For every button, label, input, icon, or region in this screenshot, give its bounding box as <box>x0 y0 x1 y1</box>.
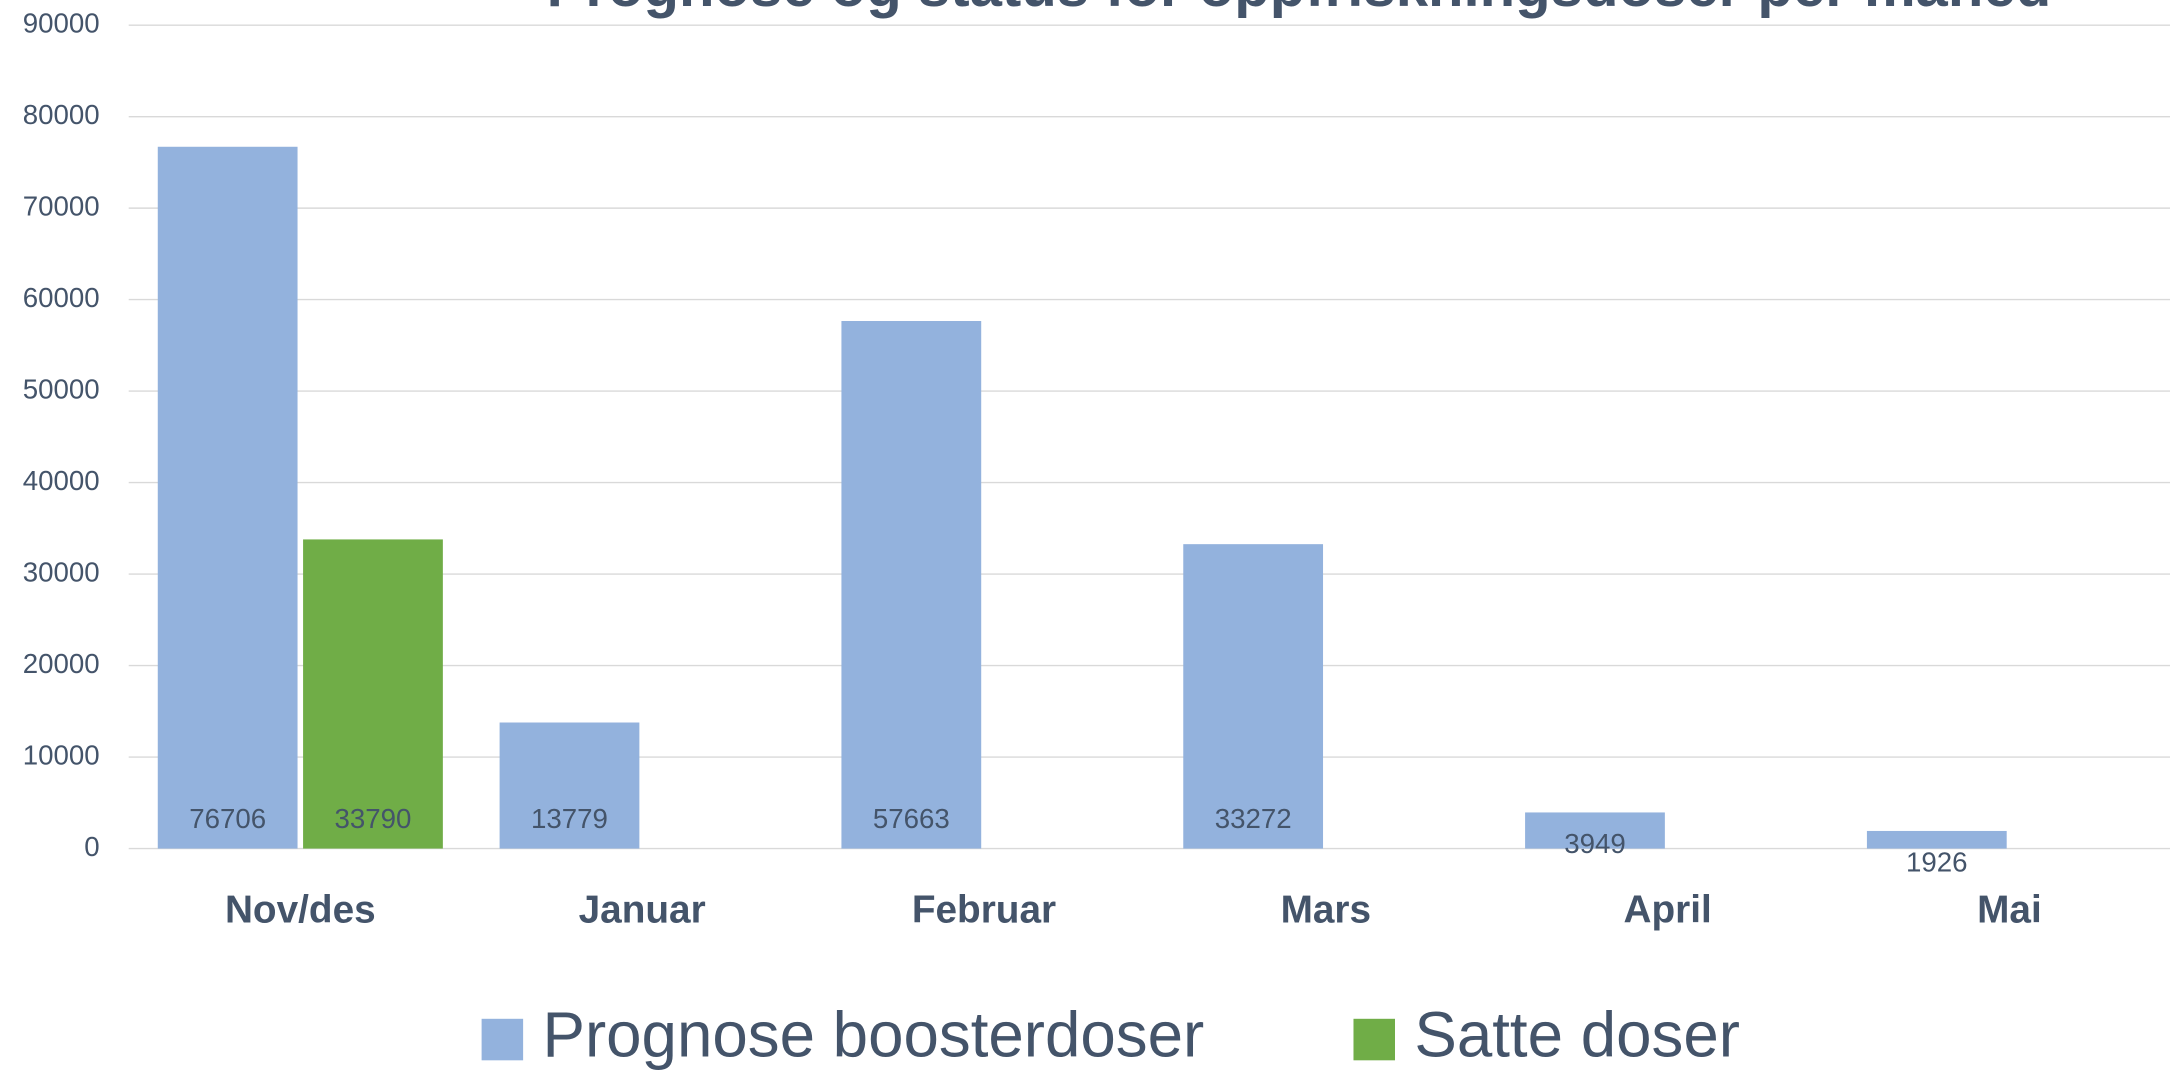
y-tick-label: 20000 <box>23 648 100 679</box>
data-label: 76706 <box>189 803 266 834</box>
legend-swatch <box>481 1018 524 1061</box>
data-label: 33272 <box>1215 803 1292 834</box>
x-tick-label: Mars <box>1281 888 1371 931</box>
x-tick-label: Mai <box>1977 888 2042 931</box>
y-tick-label: 30000 <box>23 556 100 587</box>
legend-label: Satte doser <box>1414 999 1740 1070</box>
legend-swatch <box>1353 1018 1395 1061</box>
bar <box>499 722 640 849</box>
y-tick-label: 90000 <box>23 7 100 38</box>
y-tick-label: 50000 <box>23 373 100 404</box>
legend-label: Prognose boosterdoser <box>543 999 1205 1070</box>
data-label: 3949 <box>1564 828 1626 859</box>
bar <box>1183 544 1324 849</box>
y-tick-label: 60000 <box>23 282 100 313</box>
y-tick-label: 10000 <box>23 739 100 770</box>
data-label: 1926 <box>1906 846 1968 877</box>
bar <box>1866 830 2007 849</box>
y-tick-label: 40000 <box>23 465 100 496</box>
x-tick-label: Nov/des <box>225 888 376 931</box>
x-tick-label: Februar <box>912 888 1056 931</box>
data-label: 57663 <box>873 803 950 834</box>
data-label: 33790 <box>335 803 412 834</box>
bar <box>1525 812 1665 849</box>
y-tick-label: 0 <box>84 831 99 862</box>
bar <box>841 320 982 849</box>
chart-title: Prognose og status for oppfriskningsdose… <box>547 0 2052 19</box>
y-tick-label: 70000 <box>23 190 100 221</box>
bar <box>157 146 298 849</box>
data-label: 13779 <box>531 803 608 834</box>
x-tick-label: Januar <box>579 888 706 931</box>
y-tick-label: 80000 <box>23 99 100 130</box>
bar <box>303 539 443 849</box>
x-tick-label: April <box>1623 888 1711 931</box>
